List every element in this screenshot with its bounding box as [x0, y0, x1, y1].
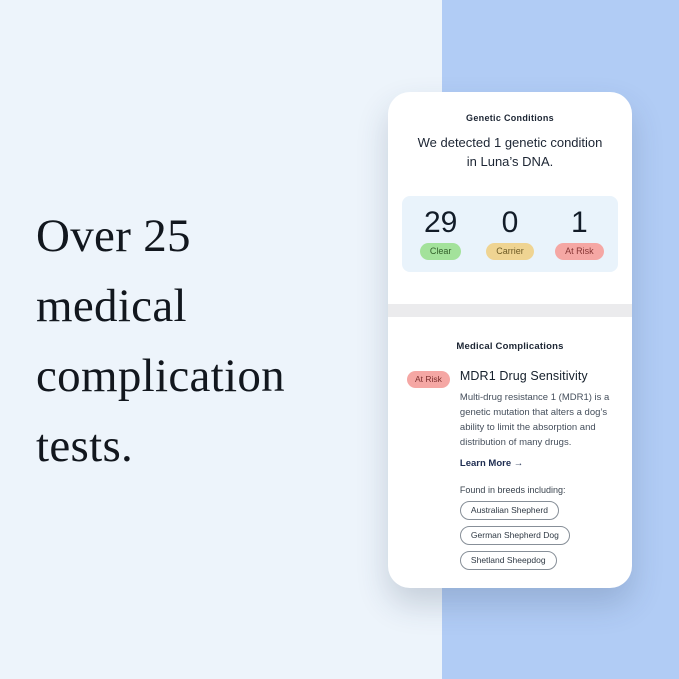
at-risk-count: 1	[570, 206, 588, 239]
stat-carrier: 0 Carrier	[475, 207, 544, 260]
carrier-status-pill: Carrier	[486, 243, 534, 260]
headline-line: tests.	[36, 420, 134, 472]
breed-list: Australian Shepherd German Shepherd Dog …	[459, 501, 618, 570]
results-stats-panel: 29 Clear 0 Carrier 1 At Risk	[402, 196, 618, 272]
section-divider	[388, 304, 632, 317]
breeds-label: Found in breeds including:	[459, 485, 566, 495]
phone-mockup-card: Genetic Conditions We detected 1 genetic…	[388, 92, 632, 588]
headline-line: complication	[36, 350, 285, 402]
at-risk-status-pill: At Risk	[555, 243, 604, 260]
headline-line: medical	[36, 280, 187, 332]
condition-title: MDR1 Drug Sensitivity	[459, 369, 588, 383]
condition-item: At Risk MDR1 Drug Sensitivity Multi-drug…	[407, 369, 618, 570]
stat-at-risk: 1 At Risk	[545, 207, 614, 260]
learn-more-link[interactable]: Learn More →	[459, 458, 524, 469]
detection-summary-line1: We detected 1 genetic condition	[417, 135, 603, 150]
marketing-headline: Over 25 medical complication tests.	[36, 201, 285, 481]
condition-description: Multi-drug resistance 1 (MDR1) is a gene…	[459, 392, 610, 448]
detection-summary: We detected 1 genetic condition in Luna’…	[388, 133, 632, 171]
detection-summary-line2: in Luna’s DNA.	[466, 154, 554, 169]
condition-content: MDR1 Drug Sensitivity Multi-drug resista…	[459, 369, 618, 570]
carrier-count: 0	[501, 206, 519, 239]
clear-count: 29	[423, 206, 458, 239]
stat-clear: 29 Clear	[406, 207, 475, 260]
genetic-conditions-header: Genetic Conditions	[466, 113, 554, 123]
breed-tag: Australian Shepherd	[459, 501, 559, 520]
breed-tag: German Shepherd Dog	[459, 526, 570, 545]
headline-line: Over 25	[36, 210, 191, 262]
medical-complications-header: Medical Complications	[456, 341, 564, 352]
clear-status-pill: Clear	[419, 243, 462, 260]
at-risk-badge: At Risk	[407, 371, 450, 388]
breed-tag: Shetland Sheepdog	[459, 551, 557, 570]
